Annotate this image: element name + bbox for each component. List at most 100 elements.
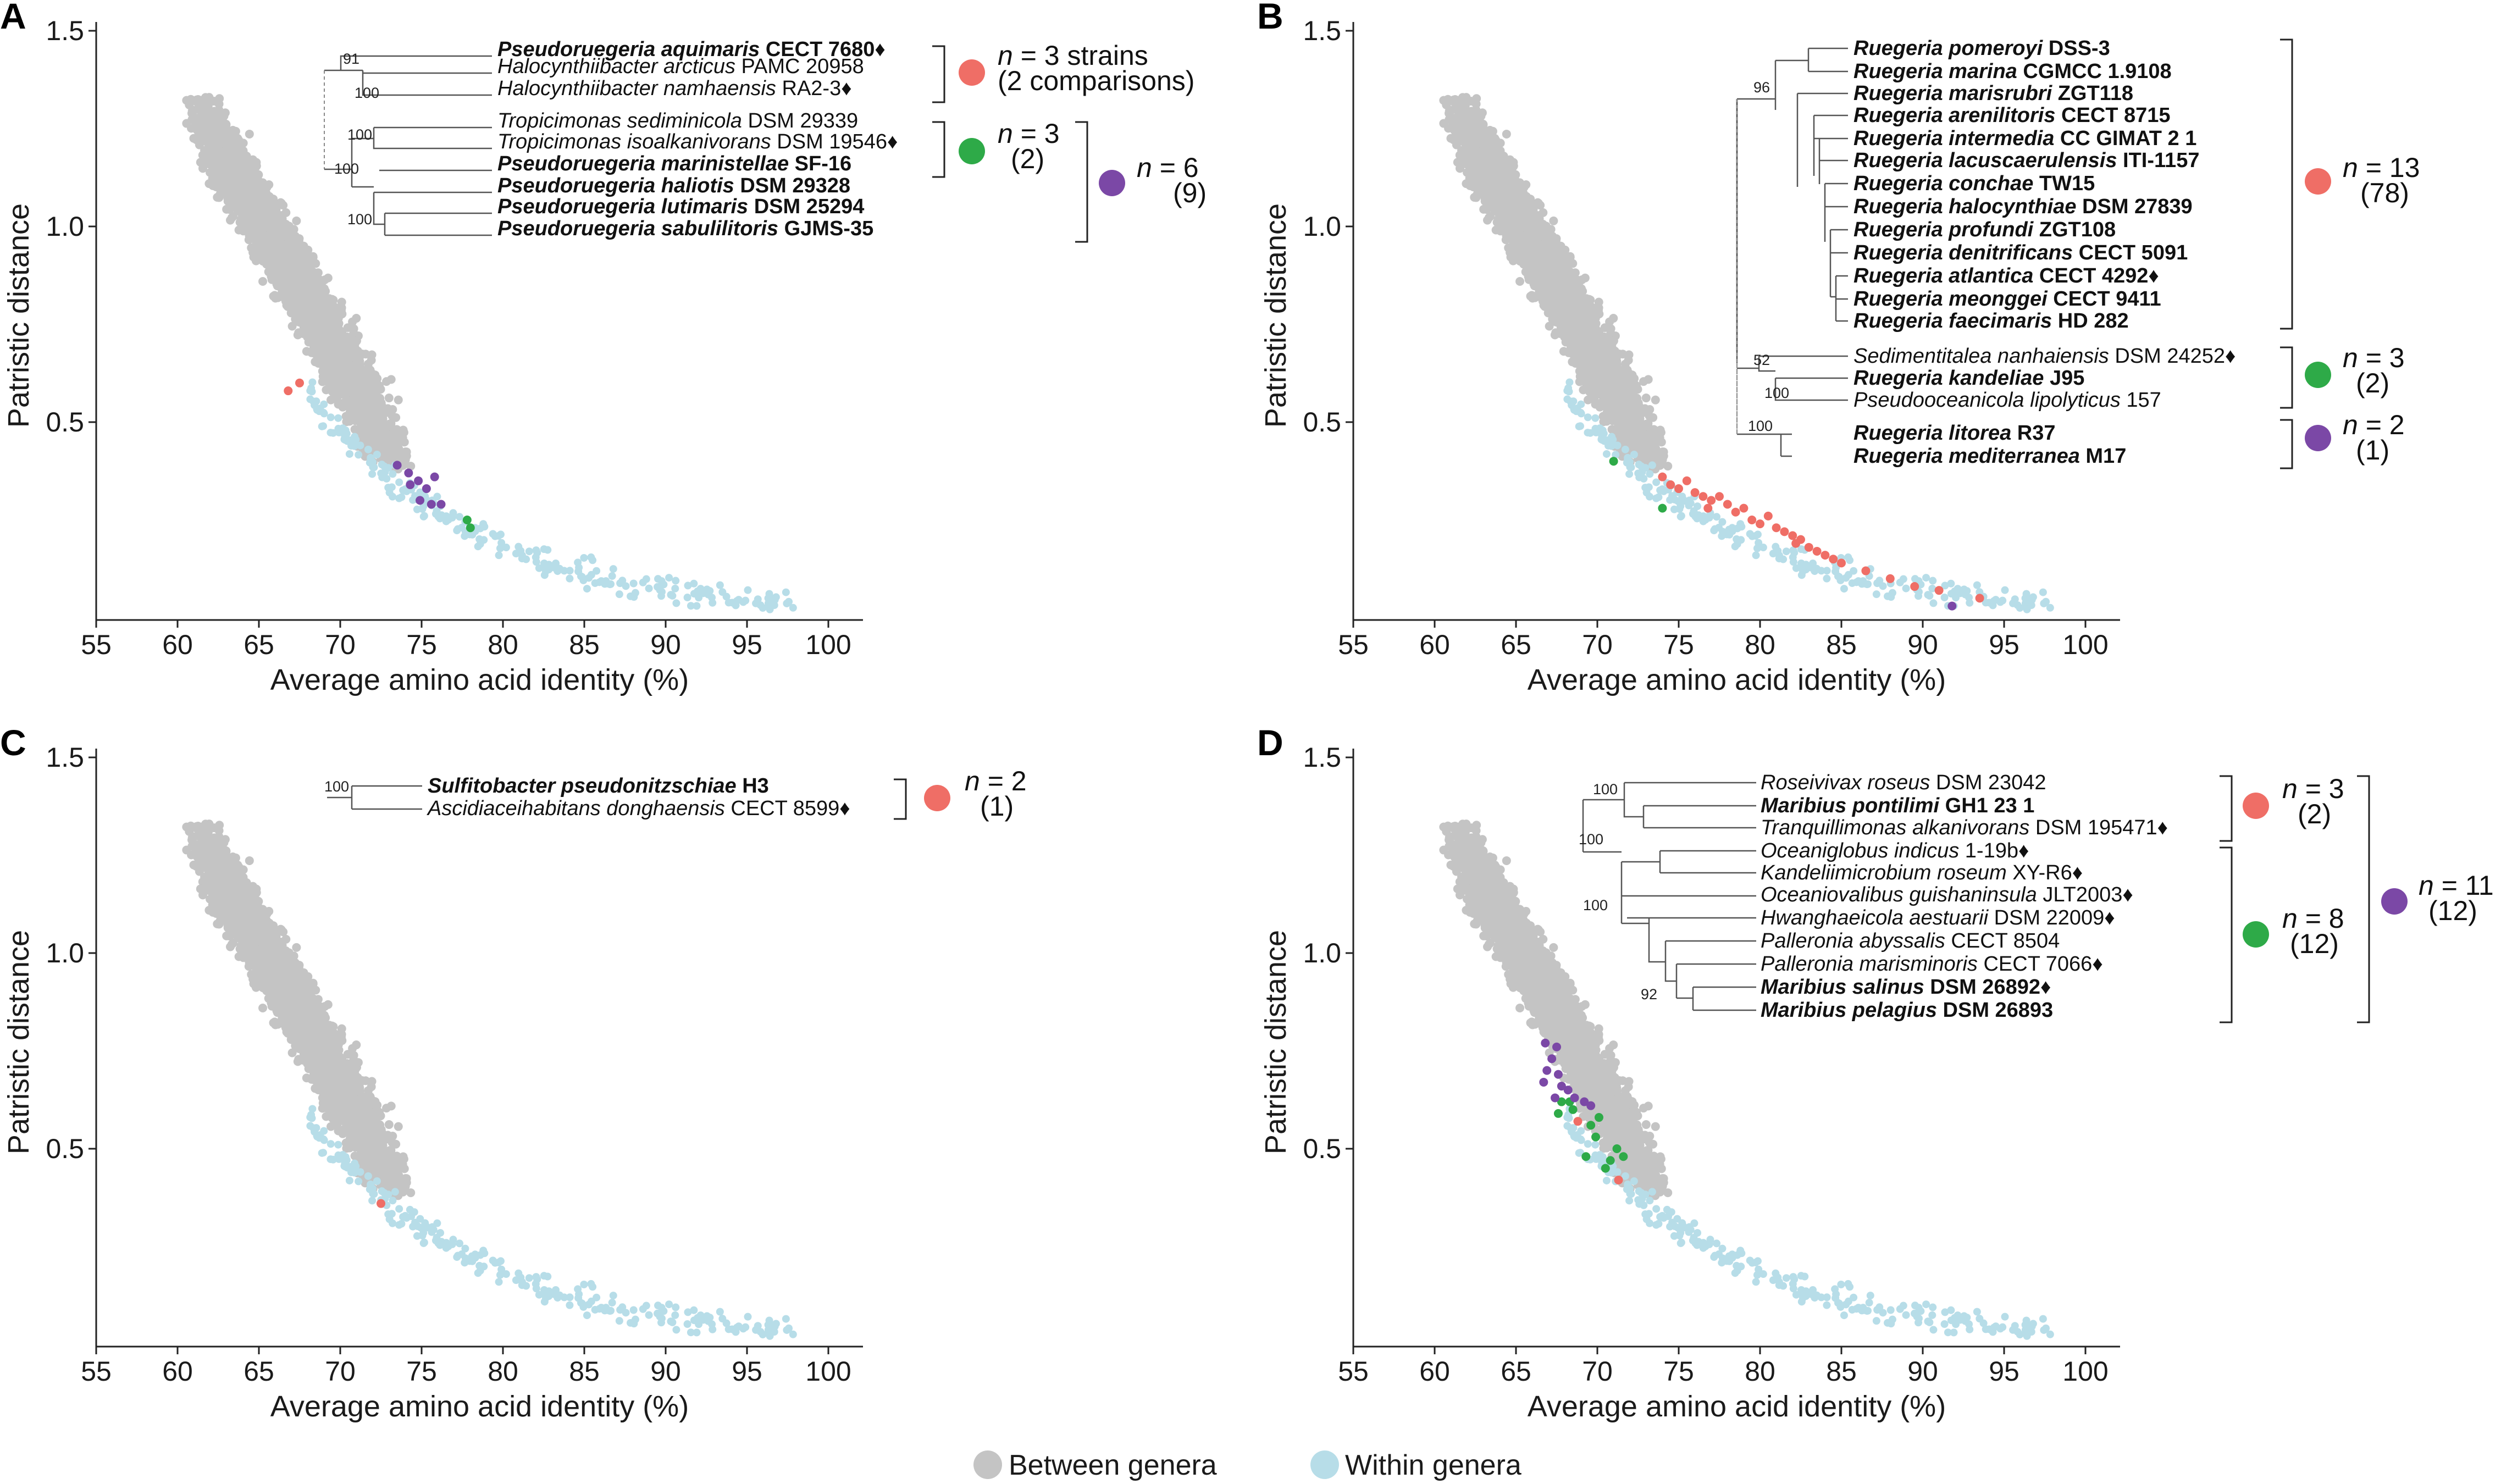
within-genera-point [566,574,574,583]
within-genera-point [706,587,714,595]
between-genera-point [336,376,345,385]
between-genera-point [294,328,303,337]
x-tick-label-70: 70 [1582,629,1613,660]
between-genera-point [258,277,268,286]
within-genera-point [739,598,748,606]
between-genera-point [254,178,264,187]
between-genera-point [344,334,353,344]
x-tick-label-70: 70 [325,629,356,660]
within-genera-point [540,545,548,553]
within-genera-point [575,563,583,572]
between-genera-point [1515,277,1525,286]
between-genera-point [1651,395,1660,405]
x-tick-label-95: 95 [1989,629,2019,660]
between-genera-point [301,305,310,314]
within-genera-point [456,513,464,521]
x-tick-label-75: 75 [1663,629,1694,660]
y-axis-label: Patristic distance [2,203,35,428]
between-genera-point [373,412,382,422]
between-genera-point [328,336,337,345]
between-genera-point [367,425,377,435]
within-genera-point [709,599,717,607]
between-genera-point [244,219,253,229]
within-genera-point [608,572,616,580]
between-genera-point [336,309,346,318]
highlight-point [430,472,439,481]
y-tick-label-0.5: 0.5 [1303,407,1341,438]
between-genera-point [345,396,355,406]
within-genera-point [334,414,342,422]
within-genera-point [756,601,765,610]
between-genera-point [251,227,261,236]
between-genera-point [252,161,261,170]
within-genera-point [693,602,701,610]
between-genera-point [196,127,206,136]
between-genera-point [204,179,214,189]
highlight-point [284,386,293,396]
between-genera-point [219,185,228,195]
between-genera-point [353,414,363,423]
between-genera-point [286,239,296,248]
within-genera-point [307,384,316,392]
between-genera-point [388,405,397,414]
within-genera-point [474,542,482,551]
between-genera-point [394,395,403,405]
x-tick-label-75: 75 [406,629,437,660]
within-genera-point [771,596,779,604]
within-genera-point [533,549,541,557]
within-genera-point [716,581,724,589]
between-genera-point [294,234,303,243]
between-genera-point [239,173,248,182]
within-genera-point [668,591,677,600]
between-genera-point [256,196,265,205]
x-tick-label-60: 60 [162,629,193,660]
within-genera-point [458,523,466,531]
within-genera-point [345,450,353,458]
between-genera-point [393,442,402,452]
between-genera-point [334,400,343,409]
between-genera-point [361,411,370,420]
highlight-point [392,461,402,470]
within-genera-point [629,579,638,588]
between-genera-point [187,115,197,124]
between-genera-point [269,223,279,232]
within-genera-point [645,584,653,593]
highlight-point [466,523,475,533]
between-genera-point [279,201,288,210]
x-tick-label-90: 90 [650,629,681,660]
x-tick-label-85: 85 [1826,629,1857,660]
between-genera-point [267,259,276,268]
within-genera-point [744,586,752,594]
x-tick-label-65: 65 [1501,629,1531,660]
between-genera-point [401,447,410,457]
between-genera-point [327,324,336,333]
within-genera-point [436,514,444,523]
between-genera-point [336,345,345,355]
between-genera-point [212,119,221,129]
between-genera-point [309,304,318,313]
between-genera-point [348,347,358,356]
within-genera-point [764,594,772,602]
highlight-series [284,378,304,396]
x-tick-label-80: 80 [1745,629,1775,660]
between-genera-point [264,234,273,243]
between-genera-point [401,455,410,464]
within-genera-point [782,588,790,596]
between-genera-point [217,147,226,157]
within-genera-point [587,571,595,579]
between-genera-point [204,156,214,165]
within-genera-point [642,575,650,583]
highlight-point [436,500,446,509]
between-genera-point [277,247,286,256]
within-genera-point [541,564,549,572]
between-genera-point [279,225,289,235]
within-genera-point [364,445,372,453]
y-tick-label-0.5: 0.5 [46,407,84,438]
between-genera-point [222,204,231,214]
within-genera-point [724,599,733,607]
between-genera-point [346,373,355,382]
between-genera-point [253,219,262,228]
highlight-point [427,500,436,509]
x-axis-label: Average amino acid identity (%) [1528,663,1946,696]
